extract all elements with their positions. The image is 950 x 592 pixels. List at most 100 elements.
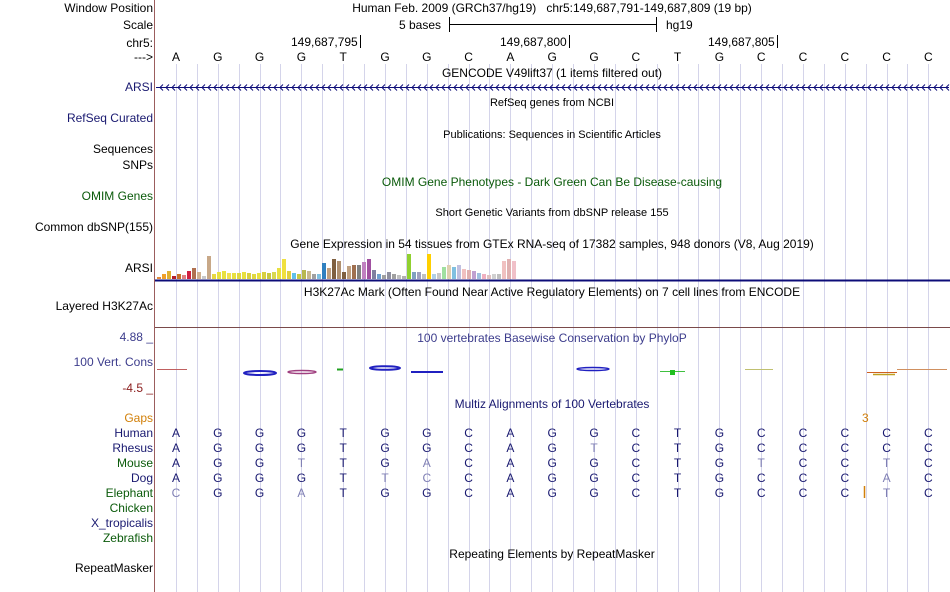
alignment-base: G [714,426,725,440]
gene-strand-arrow [723,84,728,91]
gene-strand-arrow [423,84,428,91]
reference-base: G [213,50,223,64]
label-species-mouse[interactable]: Mouse [116,456,153,470]
gtex-tissue-bar [332,259,336,279]
label-strand-arrow[interactable]: ---> [134,50,153,64]
gene-strand-arrow [615,84,620,91]
gtex-tissue-bar [262,272,266,279]
alignment-base: G [213,456,223,470]
alignment-base: T [757,456,765,470]
alignment-base: C [840,441,850,455]
label-gtex-arsi[interactable]: ARSI [124,261,153,275]
label-species-rhesus[interactable]: Rhesus [112,441,153,455]
gene-strand-arrow [777,84,782,91]
h3k27ac-track-title[interactable]: H3K27Ac Mark (Often Found Near Active Re… [303,285,801,299]
gtex-tissue-bar [377,274,381,279]
label-chr: chr5: [126,36,153,50]
gene-strand-arrow [459,84,464,91]
gtex-tissue-bar [317,274,321,279]
gene-strand-arrow [525,84,530,91]
gene-strand-arrow [495,84,500,91]
label-sequences[interactable]: Sequences [92,142,153,156]
refseq-track-title[interactable]: RefSeq genes from NCBI [489,97,615,109]
gene-strand-arrow [165,84,170,91]
gtex-tissue-bar [367,259,371,279]
label-snps[interactable]: SNPs [122,158,153,172]
alignment-base: C [798,456,808,470]
gtex-tissue-bar [242,272,246,279]
alignment-base: G [589,426,599,440]
alignment-base: C [924,456,933,470]
label-species-human[interactable]: Human [114,426,153,440]
gene-strand-arrow [339,84,344,91]
gene-strand-arrow [555,84,560,91]
gene-strand-arrow [549,84,554,91]
alignment-base: C [924,441,933,455]
gene-strand-arrow [273,84,278,91]
gtex-tissue-bar [327,268,331,279]
alignment-base: C [464,456,473,470]
label-common-dbsnp[interactable]: Common dbSNP(155) [34,220,153,234]
gtex-tissue-bar [167,271,171,279]
alignment-base: T [673,456,682,470]
gene-strand-arrow [579,84,584,91]
gene-strand-arrow [603,84,608,91]
label-100-vert-cons[interactable]: 100 Vert. Cons [73,355,153,369]
alignment-base: C [840,426,850,440]
label-species-elephant[interactable]: Elephant [105,486,153,500]
alignment-base: C [464,471,473,485]
label-divider [154,0,155,592]
gene-strand-arrow [309,84,314,91]
gtex-tissue-bar [172,276,176,279]
label-window-position: Window Position [64,1,153,15]
gene-strand-arrow [249,84,254,91]
gene-strand-arrow [177,84,182,91]
gene-strand-arrow [399,84,404,91]
alignment-base: A [506,486,515,500]
alignment-base: G [547,486,557,500]
repeatmasker-track-title[interactable]: Repeating Elements by RepeatMasker [449,547,655,561]
gene-strand-arrow [369,84,374,91]
gene-strand-arrow [639,84,644,91]
gene-strand-arrow [669,84,674,91]
phylop-track-title[interactable]: 100 vertebrates Basewise Conservation by… [417,331,687,345]
gencode-track-title[interactable]: GENCODE V49lift37 (1 items filtered out) [441,66,663,80]
gtex-tissue-bar [287,271,291,279]
gene-strand-arrow [357,84,362,91]
gene-strand-arrow [183,84,188,91]
alignment-base: C [798,426,808,440]
gene-strand-arrow [843,84,848,91]
alignment-base: C [464,441,473,455]
reference-base: G [422,50,432,64]
label-scale: Scale [122,18,153,32]
gtex-tissue-bar [457,265,461,279]
gtex-track-title[interactable]: Gene Expression in 54 tissues from GTEx … [290,237,814,251]
gene-strand-arrow [645,84,650,91]
label-species-dog[interactable]: Dog [130,471,153,485]
gene-strand-arrow [735,84,740,91]
gene-strand-arrow [159,84,164,91]
alignment-base: T [297,456,306,470]
gene-strand-arrow [795,84,800,91]
label-refseq-curated[interactable]: RefSeq Curated [66,111,153,125]
label-species-xtropicalis[interactable]: X_tropicalis [90,516,153,530]
label-repeatmasker[interactable]: RepeatMasker [74,561,153,575]
label-species-chicken[interactable]: Chicken [109,501,153,515]
label-layered-h3k27ac[interactable]: Layered H3K27Ac [55,299,153,313]
track-image-area[interactable]: Human Feb. 2009 (GRCh37/hg19) chr5:149,6… [155,0,950,592]
dbsnp-track-title[interactable]: Short Genetic Variants from dbSNP releas… [435,207,669,219]
gene-strand-arrow [363,84,368,91]
label-gaps[interactable]: Gaps [124,411,153,425]
gene-strand-arrow [381,84,386,91]
gene-strand-arrow [375,84,380,91]
omim-track-title[interactable]: OMIM Gene Phenotypes - Dark Green Can Be… [381,175,723,189]
label-species-zebrafish[interactable]: Zebrafish [102,531,153,545]
gtex-tissue-bar [487,275,491,279]
alignment-base: T [882,456,891,470]
alignment-base: C [882,426,891,440]
multiz-track-title[interactable]: Multiz Alignments of 100 Vertebrates [454,397,650,411]
label-omim-genes[interactable]: OMIM Genes [81,189,153,203]
label-arsi-gene[interactable]: ARSI [124,80,153,94]
label-cons-max: 4.88 _ [119,330,153,344]
publications-track-title[interactable]: Publications: Sequences in Scientific Ar… [443,129,661,141]
